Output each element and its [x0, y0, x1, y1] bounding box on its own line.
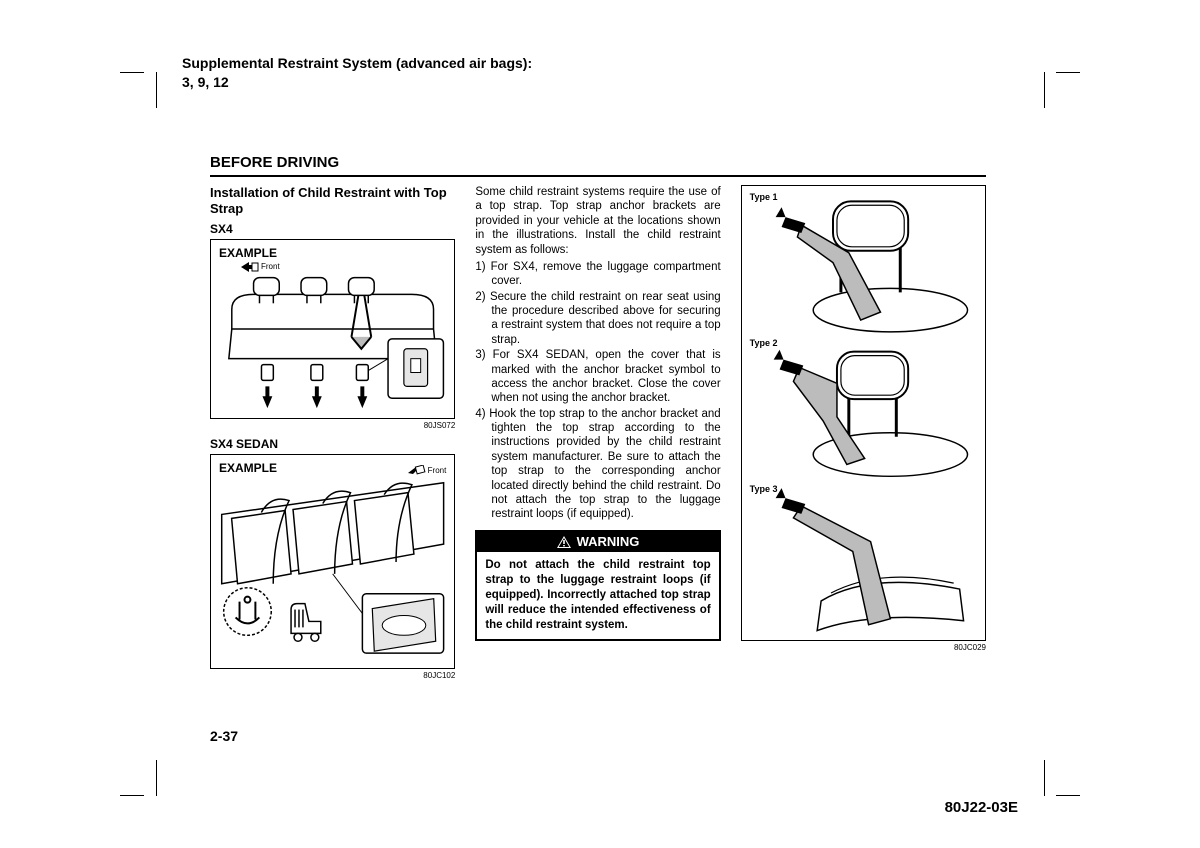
step-1: 1) For SX4, remove the luggage compartme… [475, 260, 720, 289]
steps-list: 1) For SX4, remove the luggage compartme… [475, 260, 720, 522]
step-text: For SX4, remove the luggage compartment … [491, 261, 721, 287]
warning-title-text: WARNING [577, 534, 640, 550]
type-2-label: Type 2 [750, 338, 778, 349]
warning-body: Do not attach the child restraint top st… [477, 552, 718, 639]
front-text: Front [261, 262, 280, 272]
front-text: Front [428, 466, 447, 476]
figure-code: 80JC029 [741, 643, 986, 653]
step-text: For SX4 SEDAN, open the cover that is ma… [491, 349, 720, 404]
figure-sedan: EXAMPLE Front [210, 454, 455, 669]
warning-title: WARNING [477, 532, 718, 552]
section-rule [210, 175, 986, 177]
crop-mark [156, 72, 157, 108]
page-header: Supplemental Restraint System (advanced … [182, 54, 532, 92]
crop-mark [1056, 795, 1080, 796]
vehicle-label-sedan: SX4 SEDAN [210, 437, 455, 452]
warning-icon [557, 536, 571, 548]
step-text: Hook the top strap to the anchor bracket… [489, 408, 720, 521]
intro-text: Some child restraint systems require the… [475, 185, 720, 257]
figure-types: Type 1 Type 2 Type 3 [741, 185, 986, 641]
front-label: Front [241, 262, 280, 272]
step-3: 3) For SX4 SEDAN, open the cover that is… [475, 348, 720, 406]
sedan-illustration [211, 455, 454, 668]
figure-sx4: EXAMPLE Front [210, 239, 455, 419]
warning-box: WARNING Do not attach the child restrain… [475, 530, 720, 641]
figure-code: 80JC102 [210, 671, 455, 681]
crop-mark [156, 760, 157, 796]
page-number: 2-37 [210, 728, 238, 744]
vehicle-label-sx4: SX4 [210, 222, 455, 237]
example-label: EXAMPLE [217, 461, 279, 476]
crop-mark [1056, 72, 1080, 73]
section-heading: BEFORE DRIVING [210, 154, 986, 175]
step-4: 4) Hook the top strap to the anchor brac… [475, 407, 720, 522]
columns: Installation of Child Restraint with Top… [210, 185, 986, 687]
type-1-label: Type 1 [750, 192, 778, 203]
crop-mark [1044, 760, 1045, 796]
doc-code: 80J22-03E [945, 799, 1018, 816]
type-3-label: Type 3 [750, 484, 778, 495]
crop-mark [1044, 72, 1045, 108]
subheading: Installation of Child Restraint with Top… [210, 185, 455, 218]
arrow-left-icon [241, 262, 259, 272]
header-line-1: Supplemental Restraint System (advanced … [182, 54, 532, 73]
header-line-2: 3, 9, 12 [182, 73, 532, 92]
column-1: Installation of Child Restraint with Top… [210, 185, 455, 687]
step-2: 2) Secure the child restraint on rear se… [475, 290, 720, 348]
crop-mark [120, 795, 144, 796]
content-area: BEFORE DRIVING Installation of Child Res… [210, 154, 986, 687]
step-text: Secure the child restraint on rear seat … [490, 291, 721, 346]
example-label: EXAMPLE [217, 246, 279, 261]
crop-mark [120, 72, 144, 73]
column-2: Some child restraint systems require the… [475, 185, 720, 687]
types-illustration [742, 186, 985, 640]
column-3: Type 1 Type 2 Type 3 [741, 185, 986, 687]
front-label: Front [408, 465, 447, 477]
arrow-icon [408, 465, 426, 477]
figure-code: 80JS072 [210, 421, 455, 431]
